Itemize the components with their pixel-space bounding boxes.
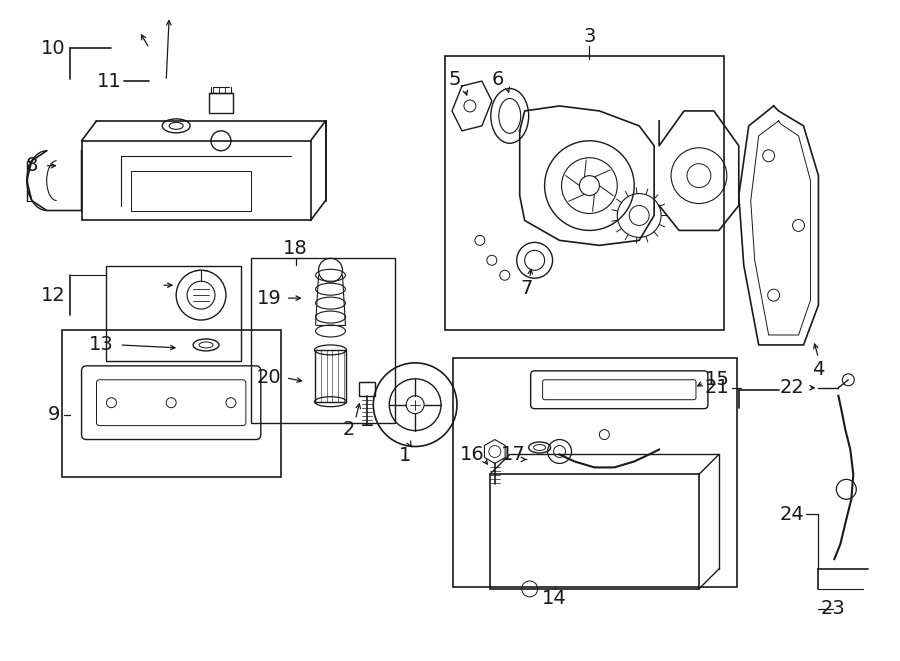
Text: 19: 19 [256, 289, 281, 307]
Text: 18: 18 [284, 239, 308, 258]
Text: 24: 24 [779, 505, 804, 524]
Bar [251, 258, 395, 422]
Bar [359, 382, 375, 396]
Text: 15: 15 [705, 370, 729, 389]
Bar [315, 350, 346, 402]
Bar [209, 93, 233, 113]
Bar [106, 266, 241, 361]
Bar [131, 171, 251, 210]
Text: 7: 7 [520, 279, 533, 297]
Text: 8: 8 [25, 156, 38, 175]
Bar [453, 358, 737, 587]
Text: 10: 10 [41, 39, 66, 58]
Text: 4: 4 [813, 360, 824, 379]
Text: 14: 14 [542, 590, 567, 608]
Text: 13: 13 [89, 335, 113, 354]
Text: 22: 22 [779, 378, 804, 397]
Text: 12: 12 [41, 286, 66, 305]
Text: 23: 23 [821, 600, 846, 618]
Text: 17: 17 [501, 445, 526, 464]
Text: 1: 1 [399, 446, 411, 465]
Text: 5: 5 [449, 69, 461, 89]
Text: 21: 21 [705, 378, 729, 397]
Text: 6: 6 [491, 69, 504, 89]
Text: 3: 3 [583, 26, 596, 46]
Text: 9: 9 [48, 405, 60, 424]
Bar [61, 330, 281, 477]
Text: 16: 16 [460, 445, 484, 464]
Text: 2: 2 [342, 420, 355, 439]
Text: 20: 20 [256, 368, 281, 387]
Text: 11: 11 [97, 71, 122, 91]
Bar [445, 56, 724, 330]
